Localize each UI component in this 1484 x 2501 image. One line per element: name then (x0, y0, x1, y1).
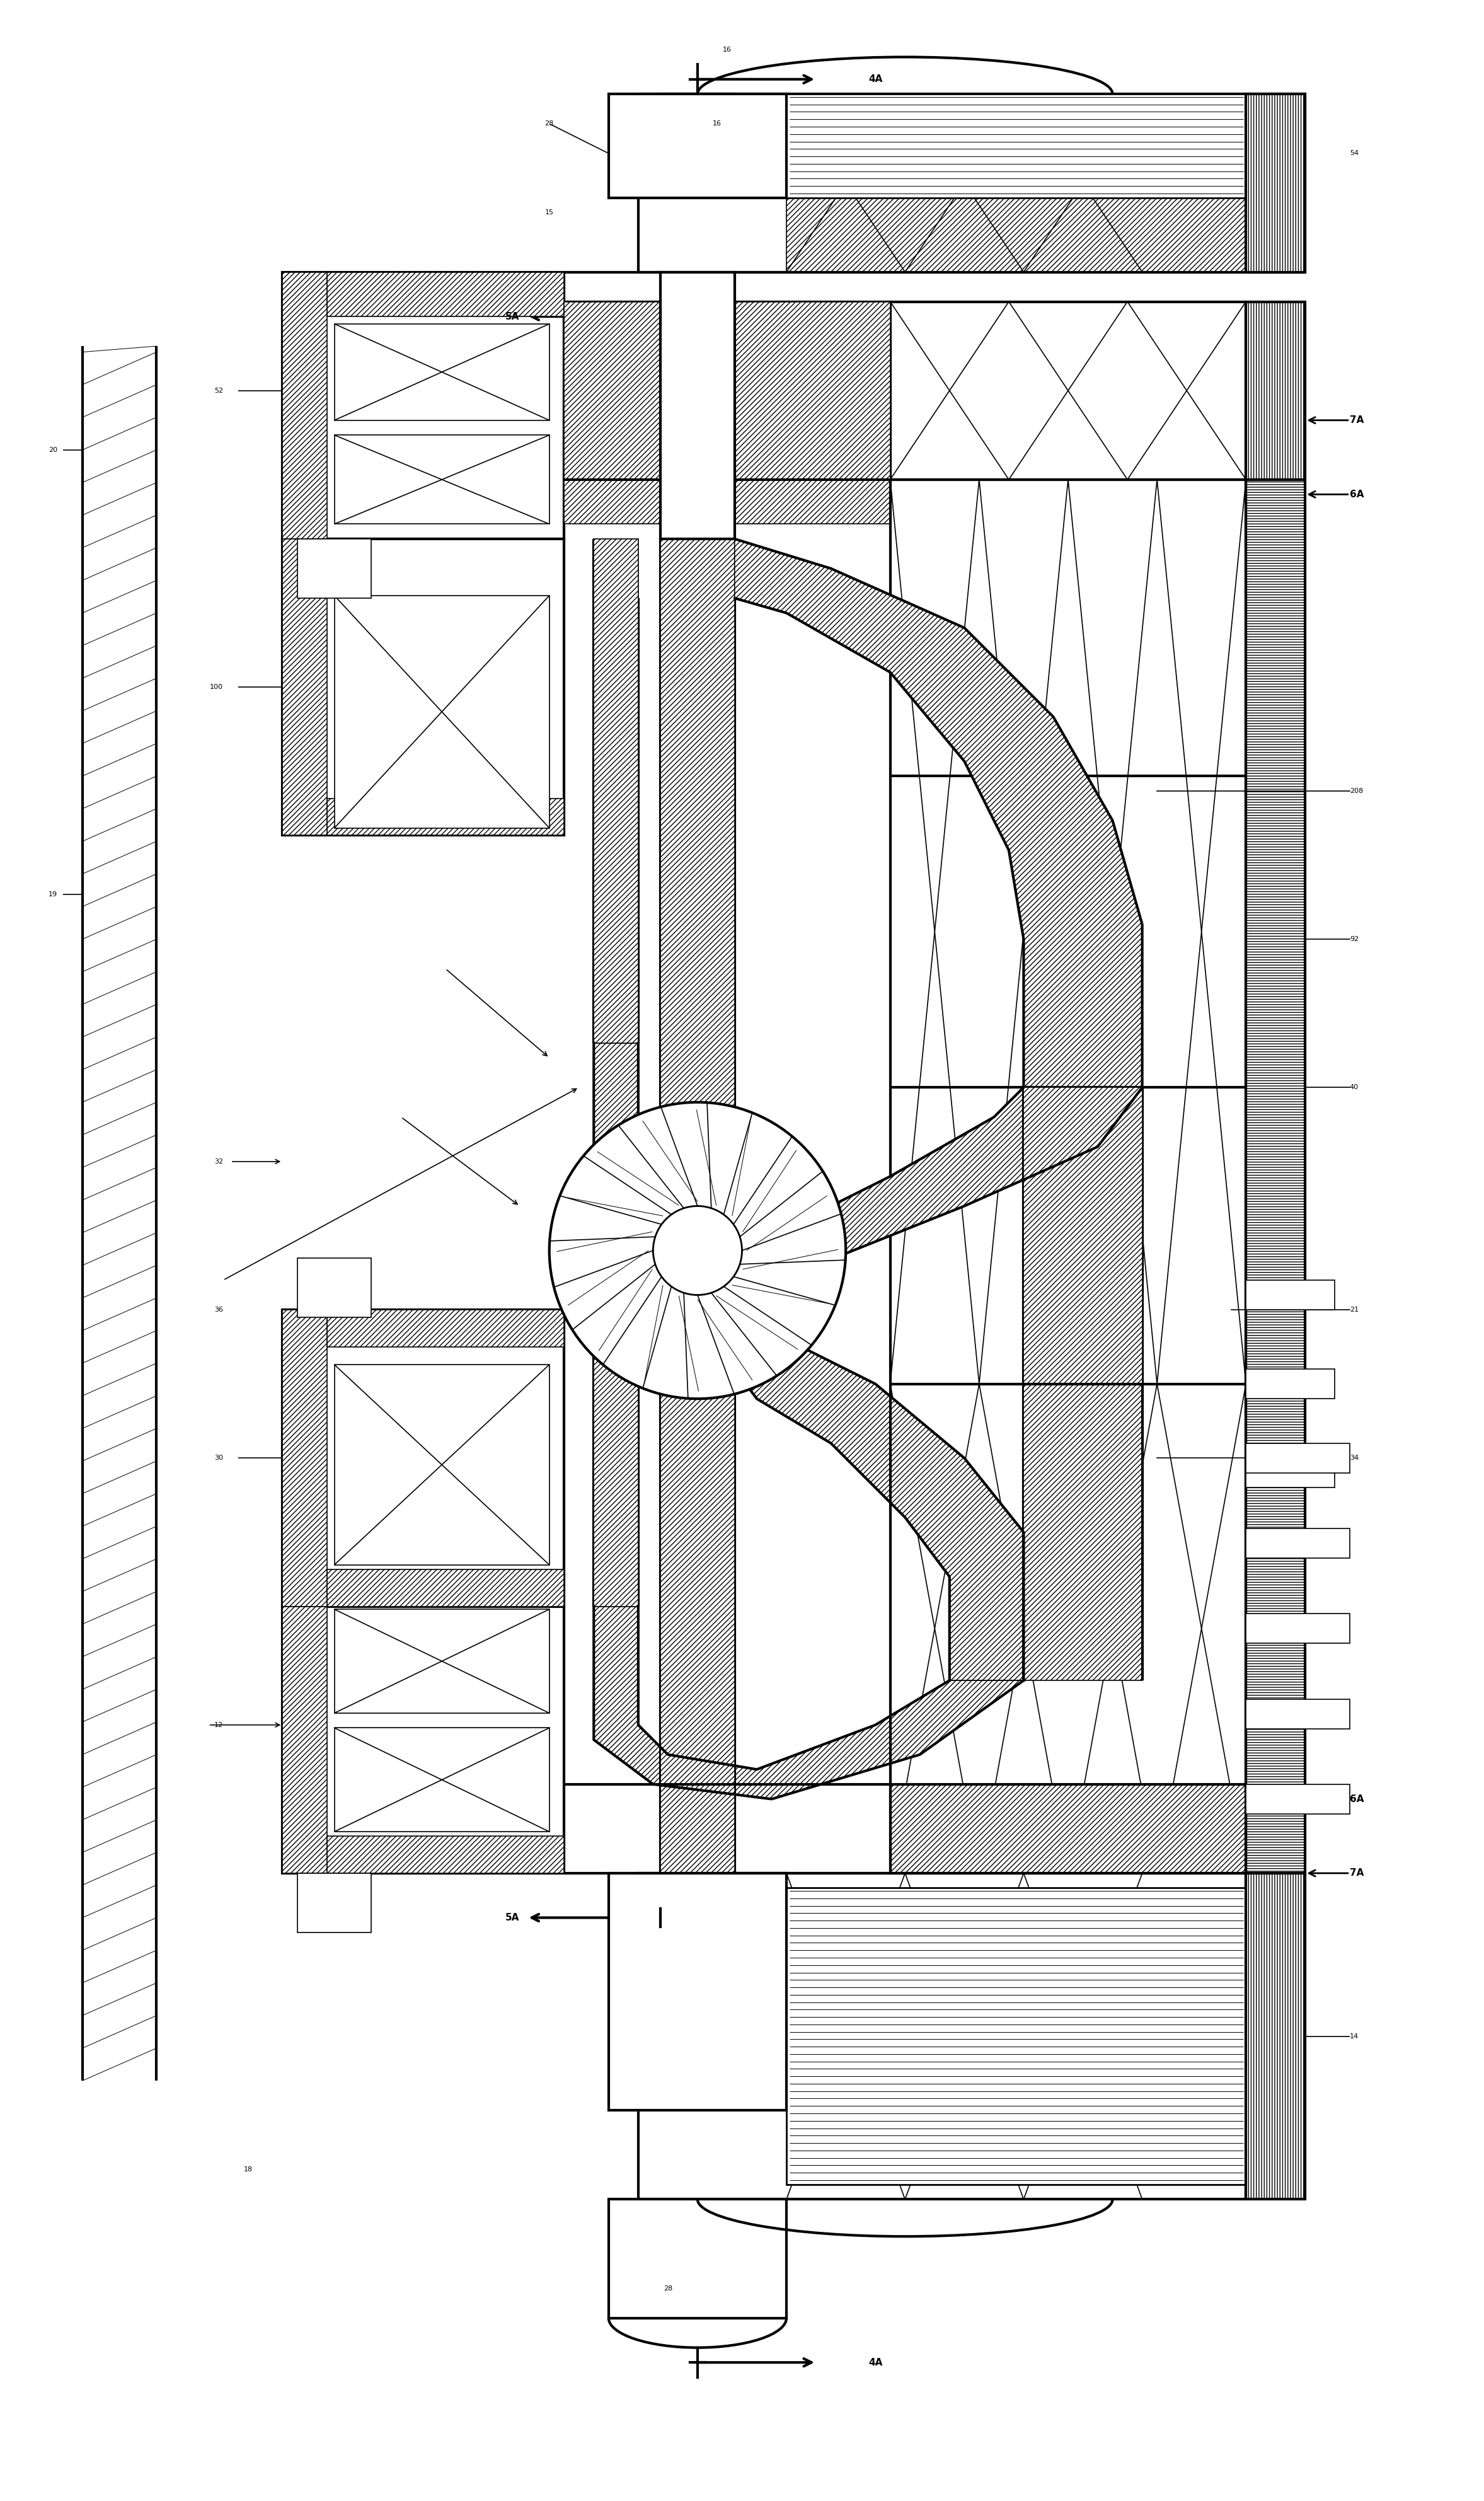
Bar (282, 538, 326, 835)
Polygon shape (1024, 1088, 1143, 1383)
Bar (1247, 303, 1306, 480)
Bar (1247, 1698, 1350, 1728)
Bar (1247, 1528, 1350, 1558)
Text: 92: 92 (1350, 935, 1359, 943)
Text: 4A: 4A (868, 2358, 883, 2366)
Text: 28: 28 (663, 2286, 672, 2291)
Bar (326, 1568, 564, 1606)
Bar (297, 1258, 371, 1318)
Bar (608, 2198, 787, 2318)
Circle shape (549, 1103, 846, 1398)
Bar (787, 95, 1247, 198)
Text: 36: 36 (214, 1306, 223, 1313)
Text: 34: 34 (1350, 1456, 1359, 1461)
Text: 7A: 7A (1350, 1868, 1364, 1878)
Bar (282, 1311, 326, 1606)
Bar (1024, 1383, 1143, 1681)
Text: 4A: 4A (868, 75, 883, 85)
Bar (334, 325, 549, 420)
Text: 5A: 5A (506, 313, 519, 320)
Bar (334, 595, 549, 828)
Bar (594, 538, 638, 1043)
Bar (1247, 95, 1306, 273)
Bar (326, 273, 564, 318)
Text: 14: 14 (1350, 2033, 1359, 2038)
Bar (297, 1873, 371, 1933)
Bar (564, 303, 890, 480)
Text: 40: 40 (1350, 1085, 1359, 1090)
Text: 12: 12 (214, 1721, 223, 1728)
Bar (326, 1836, 564, 1873)
Bar (282, 1311, 564, 1606)
Polygon shape (735, 1311, 1024, 1681)
Text: 32: 32 (214, 1158, 223, 1165)
Text: 30: 30 (214, 1456, 223, 1461)
Text: 18: 18 (243, 2166, 252, 2173)
Bar (1247, 1383, 1306, 1873)
Bar (326, 1311, 564, 1348)
Bar (890, 1783, 1247, 1873)
Bar (334, 1366, 549, 1566)
Text: 21: 21 (1350, 1306, 1359, 1313)
Bar (334, 435, 549, 525)
Bar (1247, 1281, 1336, 1311)
Bar (890, 303, 1247, 480)
Bar (1247, 1458, 1336, 1488)
Bar (282, 538, 564, 835)
Bar (1247, 1873, 1306, 2198)
Text: 5A: 5A (506, 1913, 519, 1923)
Bar (1247, 480, 1306, 1383)
Text: 100: 100 (209, 683, 223, 690)
Polygon shape (594, 1043, 1143, 1281)
Bar (564, 480, 890, 525)
Text: 20: 20 (49, 448, 58, 453)
Bar (594, 1311, 638, 1606)
Bar (638, 1873, 1247, 2198)
Bar (282, 1606, 564, 1873)
Bar (1247, 1783, 1350, 1813)
Bar (608, 1873, 787, 2111)
Bar (282, 273, 564, 538)
Bar (660, 273, 735, 538)
Text: 19: 19 (49, 890, 58, 898)
Polygon shape (735, 538, 1143, 1088)
Bar (1247, 1368, 1336, 1398)
Polygon shape (594, 1606, 1024, 1798)
Text: 6A: 6A (1350, 490, 1364, 500)
Text: 7A: 7A (1350, 415, 1364, 425)
Bar (608, 95, 787, 198)
Bar (282, 1606, 326, 1873)
Text: 15: 15 (545, 210, 554, 215)
Bar (660, 1311, 735, 1933)
Text: 52: 52 (214, 388, 223, 393)
Text: 208: 208 (1350, 788, 1364, 793)
Bar (564, 303, 890, 480)
Polygon shape (787, 95, 1247, 273)
Text: 16: 16 (712, 120, 721, 128)
Bar (282, 273, 326, 538)
Bar (1247, 1613, 1350, 1643)
Text: 16: 16 (723, 48, 732, 53)
Bar (787, 1888, 1247, 2183)
Bar (638, 95, 1306, 273)
Circle shape (653, 1205, 742, 1296)
Bar (334, 1728, 549, 1831)
Bar (660, 538, 735, 1311)
Bar (297, 538, 371, 598)
Bar (334, 1608, 549, 1713)
Bar (326, 798, 564, 835)
Text: 6A: 6A (1350, 1793, 1364, 1803)
Text: 54: 54 (1350, 150, 1359, 158)
Bar (1247, 1443, 1350, 1473)
Text: 28: 28 (545, 120, 554, 128)
